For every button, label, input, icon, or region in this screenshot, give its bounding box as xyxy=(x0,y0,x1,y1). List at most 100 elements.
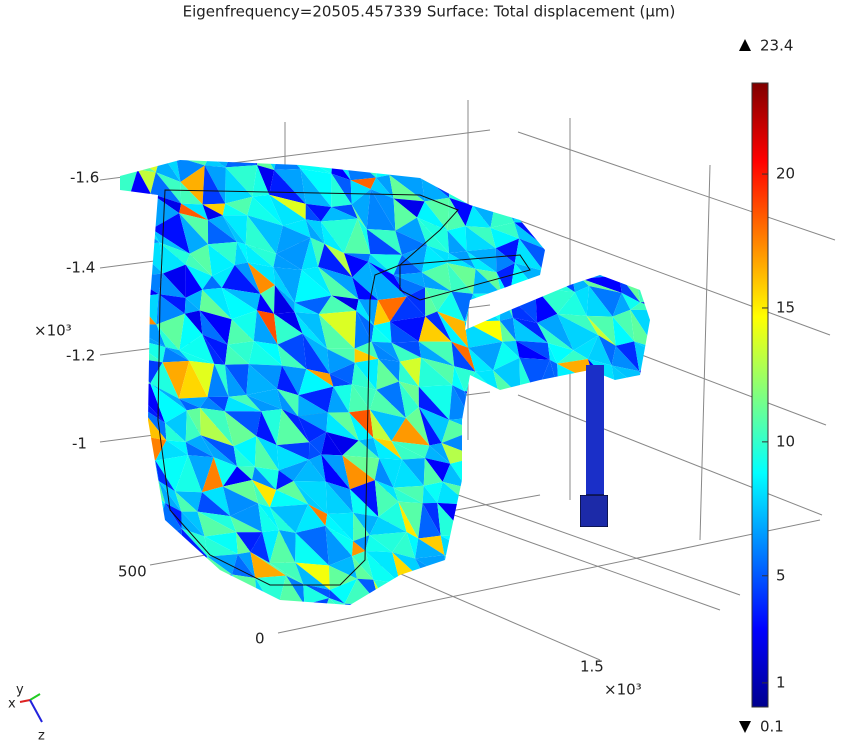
surface-facet xyxy=(120,218,134,245)
surface-facet xyxy=(210,609,232,635)
surface-facet xyxy=(617,505,633,531)
surface-facet xyxy=(222,486,259,517)
surface-facet xyxy=(301,237,319,270)
surface-facet xyxy=(641,440,650,467)
surface-facet xyxy=(298,386,334,413)
surface-facet xyxy=(634,341,650,358)
surface-facet xyxy=(597,530,622,550)
surface-facet xyxy=(392,552,431,588)
surface-facet xyxy=(645,392,650,408)
surface-facet xyxy=(437,311,469,348)
surface-facet xyxy=(318,266,359,300)
surface-facet xyxy=(233,436,257,467)
surface-facet xyxy=(120,477,134,514)
surface-facet xyxy=(225,160,258,168)
surface-facet xyxy=(207,220,237,245)
surface-facet xyxy=(418,535,445,556)
surface-facet xyxy=(519,238,550,271)
surface-facet xyxy=(537,558,559,588)
surface-facet xyxy=(254,436,279,471)
surface-facet xyxy=(606,481,631,515)
surface-facet xyxy=(610,173,647,199)
surface-facet xyxy=(524,525,538,559)
surface-facet xyxy=(199,407,234,447)
surface-facet xyxy=(222,479,259,504)
surface-facet xyxy=(496,453,520,494)
surface-facet xyxy=(519,436,551,466)
surface-facet xyxy=(318,310,357,349)
surface-facet xyxy=(485,559,513,591)
surface-facet xyxy=(653,483,679,516)
surface-facet xyxy=(120,590,129,605)
surface-facet xyxy=(179,213,209,254)
surface-facet xyxy=(188,455,214,493)
surface-facet xyxy=(184,310,203,335)
surface-facet xyxy=(515,340,550,360)
surface-facet xyxy=(324,243,353,278)
surface-facet xyxy=(342,455,380,481)
surface-facet xyxy=(221,287,261,311)
surface-facet xyxy=(633,252,650,278)
surface-facet xyxy=(202,334,228,365)
surface-facet xyxy=(586,285,613,317)
surface-facet xyxy=(344,603,366,605)
surface-facet xyxy=(277,388,299,417)
surface-facet xyxy=(276,481,309,505)
surface-facet xyxy=(274,285,295,313)
surface-facet xyxy=(126,205,152,229)
surface-facet xyxy=(488,528,525,551)
surface-facet xyxy=(185,442,214,458)
surface-facet xyxy=(620,466,639,493)
surface-facet xyxy=(227,319,254,345)
surface-facet xyxy=(221,265,261,294)
surface-facet xyxy=(257,604,277,605)
surface-facet xyxy=(354,358,379,390)
surface-facet xyxy=(344,603,380,605)
surface-facet xyxy=(304,604,322,605)
surface-facet xyxy=(202,334,226,365)
surface-facet xyxy=(184,606,211,632)
surface-facet xyxy=(105,608,135,631)
surface-facet xyxy=(120,525,134,563)
surface-facet xyxy=(214,363,229,397)
triad-label: y xyxy=(16,683,24,698)
surface-facet xyxy=(158,606,187,632)
surface-facet xyxy=(150,172,182,204)
surface-facet xyxy=(468,554,486,587)
surface-facet xyxy=(491,612,512,636)
surface-facet xyxy=(557,248,587,279)
surface-facet xyxy=(657,397,689,420)
surface-facet xyxy=(514,192,547,223)
surface-facet xyxy=(656,506,692,536)
surface-facet xyxy=(120,243,133,277)
surface-facet xyxy=(369,516,407,536)
surface-facet xyxy=(126,525,162,563)
surface-facet xyxy=(550,584,569,605)
surface-facet xyxy=(132,242,163,274)
surface-facet xyxy=(231,554,256,579)
surface-facet xyxy=(200,435,237,467)
surface-facet xyxy=(308,442,322,460)
colorbar-tick-label: 15 xyxy=(776,298,795,316)
surface-facet xyxy=(496,461,520,494)
surface-facet xyxy=(120,310,127,338)
surface-facet xyxy=(156,294,185,325)
surface-facet xyxy=(667,299,686,326)
surface-facet xyxy=(547,343,574,364)
surface-facet xyxy=(365,551,401,584)
surface-facet xyxy=(421,160,449,175)
surface-facet xyxy=(321,431,343,456)
surface-facet xyxy=(247,215,283,254)
surface-facet xyxy=(499,317,516,341)
surface-facet xyxy=(366,605,401,636)
surface-facet xyxy=(318,314,355,349)
surface-facet xyxy=(424,457,451,482)
surface-facet xyxy=(246,395,282,412)
surface-facet xyxy=(447,226,467,252)
surface-facet xyxy=(225,344,249,365)
surface-facet xyxy=(351,189,371,229)
surface-facet xyxy=(447,263,474,294)
surface-facet xyxy=(620,429,639,470)
surface-facet xyxy=(401,245,428,273)
surface-facet xyxy=(389,583,414,605)
